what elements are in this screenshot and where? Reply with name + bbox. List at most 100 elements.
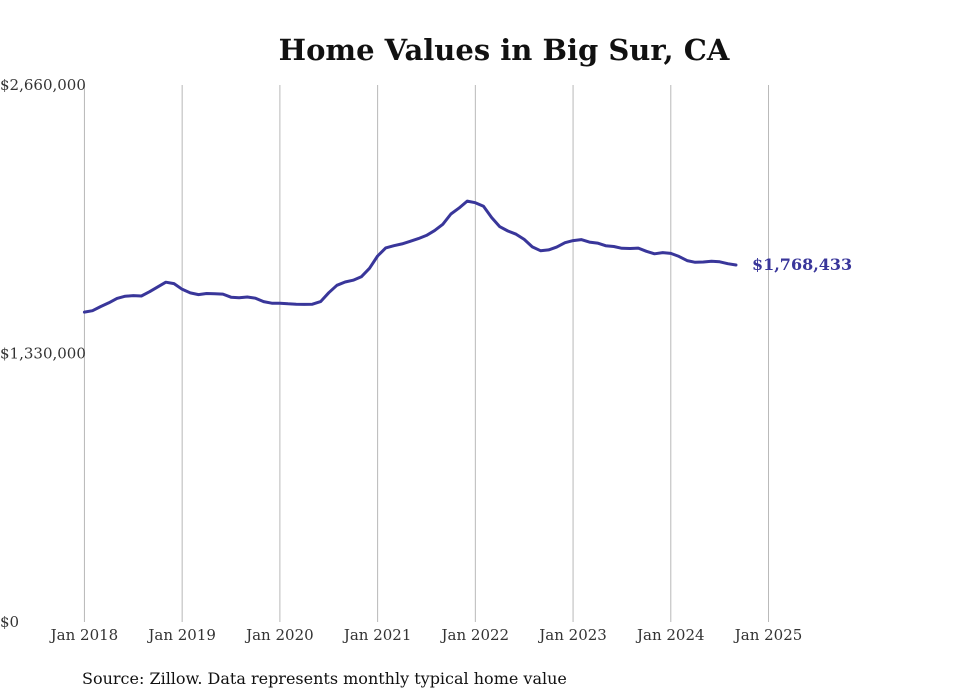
data-point <box>523 238 525 241</box>
data-point <box>515 233 517 235</box>
data-point <box>205 292 208 295</box>
data-point <box>694 261 696 263</box>
data-point <box>450 213 452 215</box>
data-point <box>670 252 672 254</box>
end-value-label: $1,768,433 <box>752 255 852 274</box>
x-axis: Jan 2018 Jan 2019 Jan 2020 Jan 2021 Jan 2022… <box>49 626 803 644</box>
data-point <box>645 250 647 252</box>
data-point <box>181 288 183 290</box>
data-point <box>238 297 240 299</box>
data-point <box>425 234 428 237</box>
data-point <box>91 310 94 312</box>
data-point <box>271 302 273 304</box>
data-point <box>295 303 297 305</box>
x-tick-label: Jan 2021 <box>342 626 412 644</box>
data-point <box>580 239 582 241</box>
chart-title: Home Values in Big Sur, CA <box>279 33 730 67</box>
data-point <box>368 267 371 269</box>
data-point <box>507 230 509 232</box>
data-point <box>605 245 607 247</box>
x-tick-label: Jan 2020 <box>244 626 314 644</box>
data-point <box>442 223 444 225</box>
data-point <box>572 240 574 242</box>
data-point <box>491 217 493 219</box>
data-point <box>157 286 159 288</box>
data-point <box>613 245 615 248</box>
data-point <box>564 242 566 244</box>
data-point <box>548 249 550 251</box>
data-point <box>222 293 224 295</box>
data-point <box>116 297 118 299</box>
data-point <box>702 261 704 263</box>
data-point <box>149 291 151 293</box>
x-tick-label: Jan 2022 <box>440 626 510 644</box>
data-point <box>165 281 167 283</box>
data-point <box>499 226 501 228</box>
data-point <box>662 251 664 254</box>
data-point <box>352 279 354 281</box>
data-point <box>466 200 468 202</box>
data-point <box>433 229 436 232</box>
data-point <box>482 205 485 207</box>
data-point <box>100 305 102 308</box>
x-tick-label: Jan 2019 <box>146 626 216 644</box>
data-point <box>140 295 143 297</box>
x-tick-label: Jan 2025 <box>733 626 803 644</box>
data-point <box>417 238 419 240</box>
data-point <box>629 247 631 250</box>
data-point <box>132 294 134 297</box>
data-point <box>336 284 338 286</box>
y-tick-label: $0 <box>0 613 19 631</box>
y-axis: $0 $1,330,000 $2,660,000 <box>0 76 86 631</box>
data-point <box>653 253 656 255</box>
y-tick-label: $1,330,000 <box>0 345 86 363</box>
data-point <box>710 260 713 262</box>
data-point <box>686 260 688 262</box>
data-point <box>393 245 395 247</box>
data-series: $1,768,433 <box>82 199 852 314</box>
data-point <box>719 261 721 263</box>
y-tick-label: $2,660,000 <box>0 76 86 94</box>
data-point <box>409 240 411 242</box>
data-point <box>83 311 86 313</box>
data-point <box>189 292 191 294</box>
data-point <box>727 263 729 265</box>
x-tick-label: Jan 2018 <box>49 626 119 644</box>
data-point <box>385 247 387 249</box>
data-point <box>539 250 542 252</box>
data-point <box>458 207 460 209</box>
data-point <box>637 247 639 249</box>
data-point <box>531 246 533 248</box>
data-point <box>254 297 257 299</box>
data-point <box>320 301 322 303</box>
data-point <box>124 295 126 297</box>
data-point <box>474 202 476 204</box>
data-point <box>246 296 248 298</box>
data-point <box>262 301 265 303</box>
gridlines <box>83 85 770 622</box>
x-tick-label: Jan 2024 <box>635 626 705 644</box>
data-point <box>401 243 403 245</box>
data-point <box>588 241 590 243</box>
data-point <box>173 283 175 285</box>
data-point <box>214 293 216 295</box>
data-point <box>197 293 200 296</box>
data-point <box>678 255 680 257</box>
data-point <box>287 303 289 305</box>
data-point <box>344 281 346 283</box>
data-point <box>230 296 232 298</box>
source-note: Source: Zillow. Data represents monthly … <box>82 669 567 688</box>
data-point <box>735 264 737 266</box>
data-point <box>303 303 305 306</box>
x-tick-label: Jan 2023 <box>537 626 607 644</box>
data-point <box>621 247 623 249</box>
data-point <box>279 302 281 304</box>
data-point <box>596 242 599 244</box>
data-point <box>328 292 330 294</box>
data-point <box>108 302 110 304</box>
data-point <box>311 303 314 305</box>
data-point <box>360 276 362 278</box>
data-point <box>556 246 558 248</box>
data-point <box>377 255 379 257</box>
